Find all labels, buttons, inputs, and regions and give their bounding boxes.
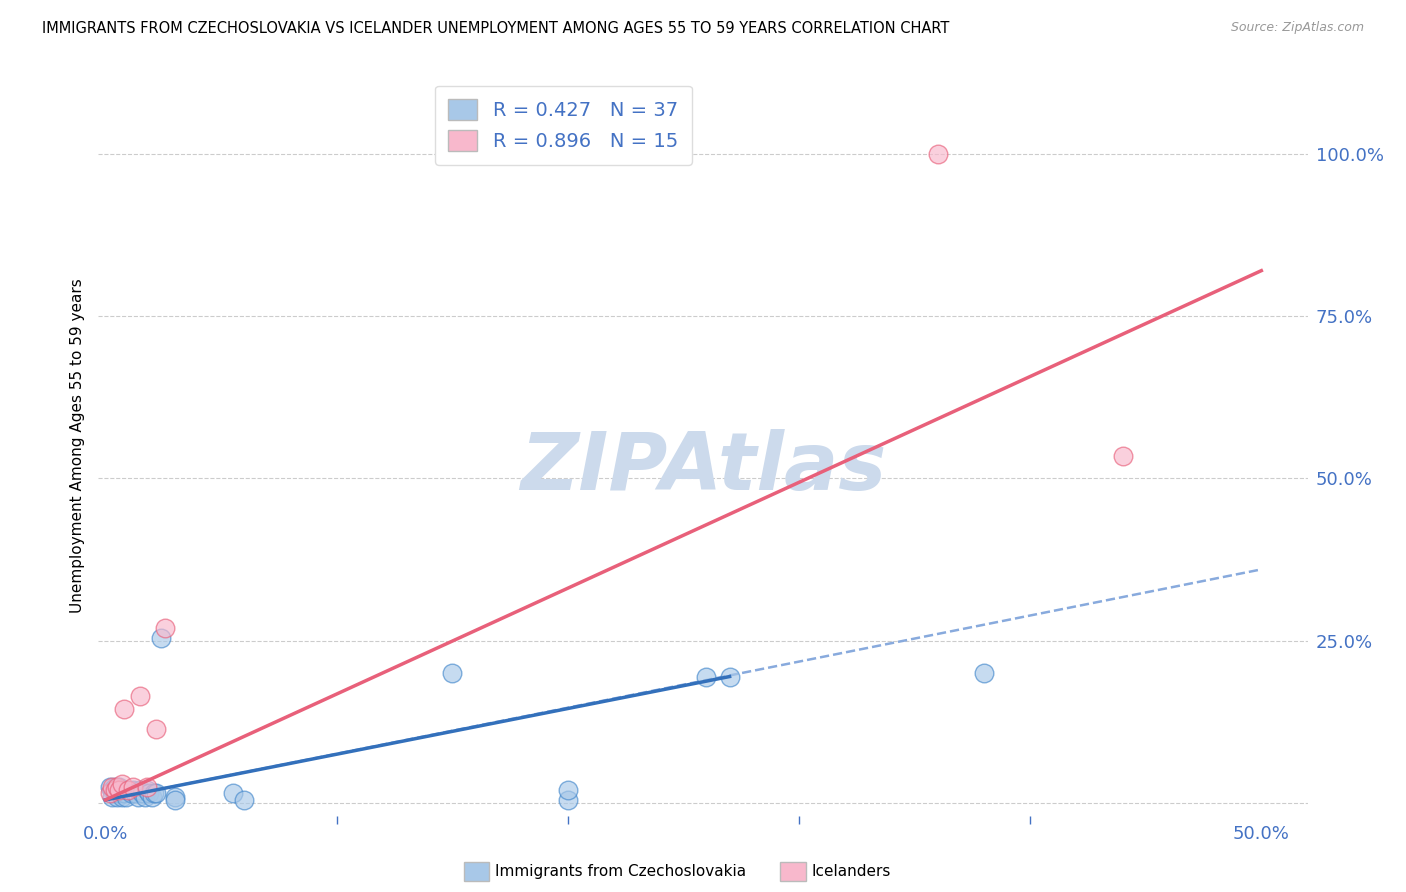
Point [127, 789, 149, 804]
Point [973, 666, 995, 681]
Point [98, 787, 121, 801]
Text: IMMIGRANTS FROM CZECHOSLOVAKIA VS ICELANDER UNEMPLOYMENT AMONG AGES 55 TO 59 YEA: IMMIGRANTS FROM CZECHOSLOVAKIA VS ICELAN… [42, 21, 949, 36]
Point [149, 631, 172, 645]
Point [101, 783, 124, 797]
Point [557, 783, 579, 797]
Point [101, 789, 124, 804]
Point [120, 787, 142, 801]
Point [129, 783, 152, 797]
Point [98, 780, 121, 794]
Point [695, 669, 717, 683]
Point [718, 669, 741, 683]
Point [110, 777, 132, 791]
Point [134, 789, 156, 804]
Point [122, 783, 145, 797]
Point [110, 789, 132, 804]
Text: Immigrants from Czechoslovakia: Immigrants from Czechoslovakia [495, 864, 747, 879]
Text: Source: ZipAtlas.com: Source: ZipAtlas.com [1230, 21, 1364, 34]
Point [136, 783, 159, 797]
Point [136, 780, 159, 794]
Y-axis label: Unemployment Among Ages 55 to 59 years: Unemployment Among Ages 55 to 59 years [69, 278, 84, 614]
Point [105, 780, 128, 794]
Point [108, 780, 131, 794]
Point [117, 783, 139, 797]
Point [1111, 449, 1133, 463]
Point [115, 789, 138, 804]
Point [108, 783, 131, 797]
Point [108, 787, 131, 801]
Point [233, 793, 256, 807]
Point [117, 783, 139, 797]
Point [105, 783, 128, 797]
Point [124, 787, 146, 801]
Point [104, 783, 127, 797]
Text: Icelanders: Icelanders [811, 864, 890, 879]
Point [142, 787, 165, 801]
Point [927, 146, 949, 161]
Point [163, 793, 186, 807]
Point [110, 783, 132, 797]
Point [129, 689, 152, 703]
Point [122, 780, 145, 794]
Point [155, 621, 177, 635]
Point [105, 789, 128, 804]
Point [441, 666, 464, 681]
Text: ZIPAtlas: ZIPAtlas [520, 429, 886, 508]
Point [112, 787, 135, 801]
Point [145, 722, 167, 736]
Legend: R = 0.427   N = 37, R = 0.896   N = 15: R = 0.427 N = 37, R = 0.896 N = 15 [434, 86, 692, 165]
Point [145, 787, 167, 801]
Point [104, 787, 127, 801]
Point [141, 789, 163, 804]
Point [221, 787, 243, 801]
Point [101, 780, 124, 794]
Point [131, 787, 153, 801]
Point [112, 702, 135, 716]
Point [104, 780, 127, 794]
Point [163, 789, 186, 804]
Point [138, 787, 160, 801]
Point [557, 793, 579, 807]
